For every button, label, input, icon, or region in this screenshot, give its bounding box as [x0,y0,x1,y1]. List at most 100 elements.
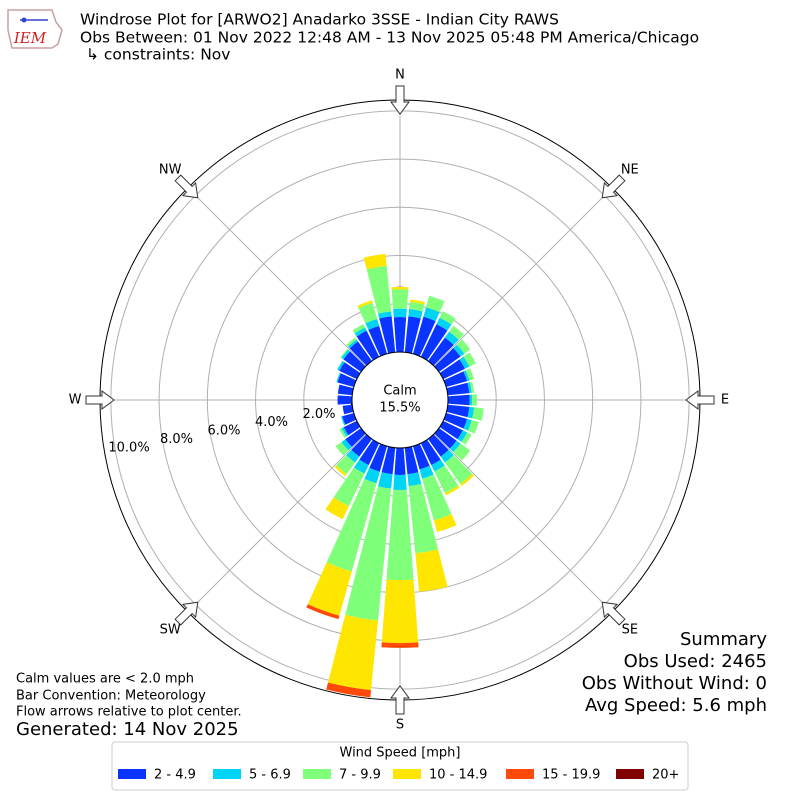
wind-bar [333,467,365,507]
direction-label: S [396,718,404,733]
wind-bar [393,474,407,490]
wind-bar [439,420,463,440]
summary-line: Obs Without Wind: 0 [582,673,767,694]
legend-label: 5 - 6.9 [249,768,291,783]
summary-line: Summary [680,629,767,650]
chart-title: Windrose Plot for [ARWO2] Anadarko 3SSE … [80,11,559,29]
wind-bar [412,316,436,357]
r-tick-label: 8.0% [160,432,193,447]
wind-bar [463,370,470,382]
legend-title: Wind Speed [mph] [340,746,461,761]
wind-bar [345,428,366,447]
wind-bar [379,316,396,354]
flow-arrow-shape [390,685,410,715]
r-tick-label: 4.0% [255,415,288,430]
generated: Generated: 14 Nov 2025 [16,719,239,740]
wind-bar [434,465,459,494]
wind-bar [339,428,347,438]
wind-bar [306,604,340,620]
wind-bar [408,483,439,554]
wind-bar [419,465,434,479]
wind-bar [420,324,448,361]
wind-bar [457,430,468,442]
wind-bar [443,371,468,388]
wind-bar [433,514,457,533]
r-tick-label: 10.0% [108,440,149,455]
wind-bar [391,286,409,290]
wind-bar [404,446,419,475]
wind-bar [422,474,452,521]
legend-label: 7 - 9.9 [339,768,381,783]
wind-bar [364,467,380,484]
wind-bar [465,368,475,381]
wind-bar [469,394,473,406]
wind-bar [336,455,356,475]
wind-bar [378,472,393,489]
wind-bar [453,443,471,461]
wind-bar [381,642,419,648]
r-tick-label: 2.0% [303,407,336,422]
flow-arrow-shape [174,174,199,199]
calm-value: 15.5% [379,401,420,416]
wind-bar [341,349,351,360]
wind-bar [339,362,361,380]
wind-bar [343,351,366,372]
wind-bar [463,352,476,367]
legend-label: 2 - 4.9 [154,768,196,783]
wind-bar [347,339,358,349]
logo-dot [21,17,27,23]
direction-label: W [69,393,82,408]
calm-label: Calm [383,384,416,399]
flow-arrow-shape [685,390,715,410]
wind-bar [353,459,369,474]
wind-bar [408,309,423,319]
wind-bar [363,253,387,270]
wind-bar [404,316,421,354]
wind-bar [357,300,373,308]
wind-bar [460,474,474,486]
wind-bar [444,331,459,345]
wind-bar [340,348,349,358]
wind-bar [307,562,352,616]
flow-arrow-shape [85,390,115,410]
flow-arrow [685,390,715,410]
legend-swatch [303,769,331,779]
wind-bar [446,382,470,396]
flow-arrow [390,85,410,115]
wind-bar [447,394,470,406]
wind-bar [369,443,388,472]
flow-arrow [390,685,410,715]
wind-bar [345,486,392,621]
flow-arrow [601,174,626,199]
wind-bar [341,427,349,437]
wind-bar [428,434,449,457]
wind-bar [449,440,461,453]
wind-bar [471,394,477,406]
legend-swatch [118,769,146,779]
wind-bar [444,455,473,485]
wind-bar [346,337,357,347]
logo-text: IEM [13,29,47,47]
legend-swatch [393,769,421,779]
r-tick-label: 6.0% [208,424,241,439]
note: Bar Convention: Meteorology [16,689,206,704]
legend-swatch [616,769,644,779]
flow-arrow [174,174,199,199]
direction-label: E [721,393,729,408]
note: Flow arrows relative to plot center. [16,705,242,720]
wind-bar [467,382,472,394]
wind-bar [444,485,460,496]
radial-grid-line [433,187,613,367]
flow-arrow [601,601,626,626]
wind-bar [393,308,407,318]
wind-bar [337,373,357,388]
wind-bar [407,472,422,487]
wind-bar [336,372,341,383]
wind-bar [378,311,392,319]
wind-bar [337,395,353,405]
wind-bar [467,420,479,434]
wind-bar [443,412,468,429]
flow-arrow-shape [601,601,626,626]
wind-bar [461,432,472,445]
